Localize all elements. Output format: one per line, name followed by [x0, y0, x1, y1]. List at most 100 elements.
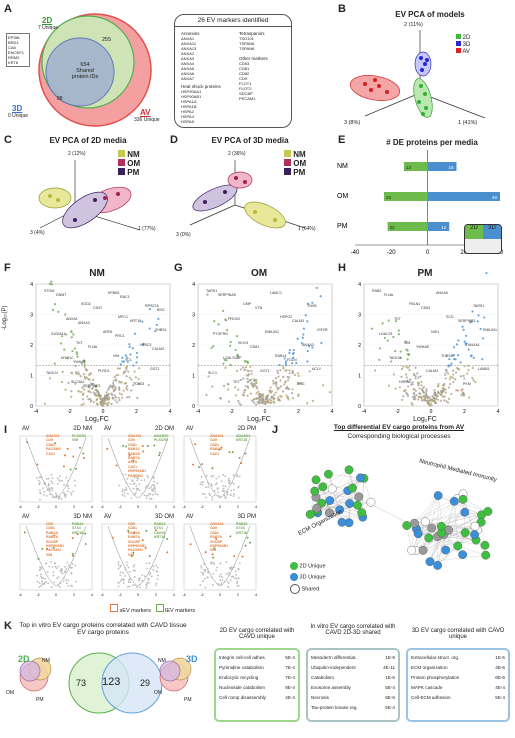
data-point — [454, 378, 457, 381]
data-point — [378, 358, 381, 361]
network-node — [354, 492, 364, 502]
mini-point — [45, 581, 47, 583]
process-pvalue: 6E-6 — [495, 675, 505, 680]
mini-point — [117, 585, 120, 588]
sev-marker: ANXA11 — [210, 522, 224, 526]
lev-marker: ADAM10 — [236, 434, 251, 438]
data-point — [76, 352, 79, 356]
legend-om: OM — [284, 159, 306, 168]
pca-c-ax3: 1 (77%) — [138, 226, 156, 232]
mini-marker-point — [189, 543, 192, 546]
x-tick-label: 2 — [135, 409, 138, 415]
data-point — [87, 385, 90, 388]
mini-point — [60, 571, 63, 574]
mini-marker-point — [229, 535, 232, 538]
mini-point — [153, 487, 156, 490]
mini-point — [156, 482, 159, 485]
mini-point — [61, 572, 64, 575]
mini-volcano: AV 3D OM -4 -2 0 2 4 CD9 CD81 RAB2A RAB7A SDCBP HSP9… — [98, 514, 178, 598]
y-tick-label: 1 — [358, 374, 361, 380]
data-point — [116, 367, 119, 370]
venn-av-unique: 336 Unique — [134, 117, 160, 123]
mini-point — [55, 567, 58, 570]
data-point — [436, 394, 439, 397]
data-point — [83, 365, 86, 368]
data-point — [465, 343, 468, 346]
process-pvalue: 8E-4 — [285, 685, 295, 690]
process-name: Nucleoside catabolism — [219, 685, 265, 690]
network-node — [470, 521, 480, 531]
data-point — [258, 399, 261, 403]
data-point — [92, 378, 95, 382]
data-point — [405, 376, 408, 379]
data-point — [279, 379, 282, 382]
process-row: ECM organization 4E-6 — [411, 663, 505, 673]
bar-label: 24 — [386, 195, 392, 200]
volcano-svg: 0 1 2 3 4 -4 -2 0 2 4 RAB2 FBLN1 SCD EMILIN1 VIM THBS1 L… — [358, 271, 500, 415]
hsp-heading: Heat shock proteins — [181, 84, 221, 89]
data-point — [94, 392, 97, 395]
mini-point — [135, 491, 137, 494]
mini-point — [127, 586, 129, 588]
mini-x-tick: -4 — [182, 593, 185, 597]
data-point — [217, 323, 220, 326]
mini-point — [152, 569, 155, 571]
data-point — [276, 386, 279, 389]
y-tick-label: 4 — [30, 282, 33, 288]
data-point — [105, 391, 108, 394]
mini-point — [39, 489, 41, 492]
network-node — [324, 469, 333, 479]
mini-point — [199, 483, 202, 485]
lev-marker: RAB14 — [154, 522, 166, 526]
sev-marker: CD9 — [128, 522, 136, 526]
mini-x-tick: -4 — [100, 505, 103, 509]
data-point — [414, 389, 417, 392]
data-point — [412, 388, 415, 391]
mini-marker-point — [106, 447, 109, 450]
data-point — [471, 310, 474, 313]
mini-marker-point — [244, 544, 247, 547]
mini-point — [67, 487, 70, 490]
data-point — [238, 402, 241, 405]
process-row: Catabolism 1E-6 — [311, 673, 395, 683]
data-point — [433, 388, 436, 392]
lev-marker: KRT18 — [72, 530, 84, 535]
data-point — [60, 380, 64, 384]
data-point — [472, 356, 475, 360]
data-point — [114, 399, 117, 402]
network-edge — [425, 521, 478, 531]
data-point — [133, 332, 137, 335]
marker: ANXA2 — [181, 51, 195, 56]
mini-marker-point — [71, 537, 74, 540]
mini-point — [150, 575, 153, 578]
mini-title-right: 3D PM — [237, 514, 256, 520]
mini-point — [56, 477, 59, 480]
data-point — [429, 402, 432, 405]
mini-point — [216, 487, 219, 489]
data-point — [279, 369, 282, 372]
mini-point — [236, 582, 238, 584]
mini-point — [48, 487, 50, 490]
data-point — [234, 348, 237, 352]
data-point — [75, 372, 78, 376]
network-node — [441, 545, 451, 555]
data-point — [374, 369, 377, 372]
mini-point — [219, 573, 222, 576]
annexin-list: Annexins ANXA1 ANXA11 ANXA13 ANXA2 ANXA3… — [181, 31, 231, 124]
mini-volcano-svg: -4 -2 0 2 4 — [182, 523, 257, 597]
data-point — [410, 401, 413, 405]
data-point — [290, 362, 294, 365]
data-point — [43, 402, 46, 405]
pca-d-plot — [189, 160, 306, 229]
mini-point — [122, 581, 125, 584]
process-pvalue: 5E-4 — [285, 655, 295, 660]
marker: ANXA3 — [181, 56, 195, 61]
volcano-h-title: PM — [417, 268, 433, 279]
mini-point — [152, 565, 155, 568]
protein-label: ANXA6 — [436, 291, 448, 295]
data-point — [105, 394, 108, 397]
mini-point — [132, 569, 135, 572]
data-point — [425, 388, 428, 391]
mini-point — [57, 576, 60, 578]
mini-point — [67, 585, 69, 587]
